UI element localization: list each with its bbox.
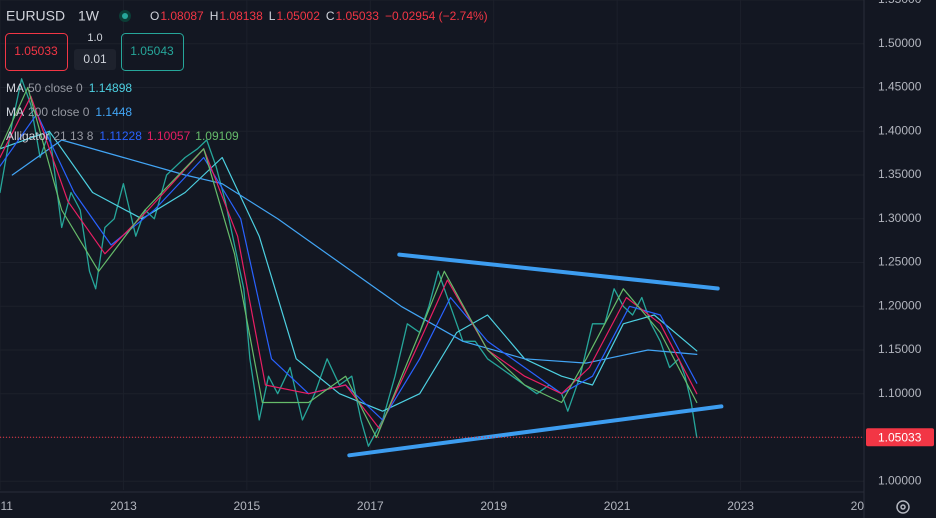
price-line <box>397 252 720 291</box>
ohlc-value: 1.08087 <box>160 9 204 23</box>
indicator-params: 200 close 0 <box>28 105 90 119</box>
y-tick-label: 1.40000 <box>878 123 922 137</box>
indicator-value: 1.11228 <box>99 129 142 143</box>
y-tick-label: 1.20000 <box>878 298 922 312</box>
settings-gear[interactable] <box>896 500 910 514</box>
price-line <box>347 404 724 458</box>
y-tick-label: 1.25000 <box>878 255 922 269</box>
y-tick-label: 1.00000 <box>878 473 922 487</box>
x-tick-label: 2015 <box>234 499 261 513</box>
settings-icon[interactable] <box>896 500 910 514</box>
last-price-label: 1.05033 <box>878 430 922 444</box>
quantity-box[interactable] <box>74 49 116 70</box>
symbol[interactable]: EURUSD <box>6 8 65 24</box>
indicator-value: 1.14898 <box>89 81 133 95</box>
indicator-name[interactable]: Alligator <box>6 129 49 143</box>
ohlc-value: 1.05033 <box>336 9 380 23</box>
symbol-header: EURUSD 1W O 1.08087 H 1.08138 L 1.05002 C 1.050… <box>6 8 488 24</box>
ohlc-value: 1.08138 <box>219 9 263 23</box>
indicator-name[interactable]: MA <box>6 81 24 95</box>
buy-button[interactable] <box>121 33 184 71</box>
spread-bottom[interactable]: 0.01 <box>83 52 107 66</box>
indicator-params: 21 13 8 <box>53 129 93 143</box>
price-line <box>0 78 698 447</box>
y-tick-label: 1.45000 <box>878 80 922 94</box>
x-tick-label: 2021 <box>604 499 631 513</box>
price-line <box>11 139 698 364</box>
ohlc-value: 1.05002 <box>276 9 320 23</box>
buy-price[interactable]: 1.05043 <box>130 44 174 58</box>
y-tick-label: 1.55000 <box>878 0 922 6</box>
sell-price[interactable]: 1.05033 <box>14 44 58 58</box>
ohlc-key: H <box>210 9 219 23</box>
spread-top: 1.0 <box>87 32 102 44</box>
change: −0.02954 (−2.74%) <box>385 9 488 23</box>
x-tick-label: 2019 <box>480 499 507 513</box>
x-tick-label: 2017 <box>357 499 384 513</box>
last-price-tag <box>866 428 934 447</box>
interval[interactable]: 1W <box>78 8 100 24</box>
y-tick-label: 1.10000 <box>878 386 922 400</box>
price-line <box>0 95 698 430</box>
y-tick-label: 1.30000 <box>878 211 922 225</box>
y-tick-label: 1.15000 <box>878 342 922 356</box>
y-tick-label: 1.35000 <box>878 167 922 181</box>
status-dot <box>122 13 128 19</box>
indicator-value: 1.10057 <box>147 129 191 143</box>
indicator-name[interactable]: MA <box>6 105 24 119</box>
price-line <box>0 130 698 412</box>
indicator-value: 1.1448 <box>95 105 132 119</box>
x-tick-label: 2013 <box>110 499 137 513</box>
x-tick-label: 2011 <box>0 499 13 513</box>
sell-button[interactable] <box>5 33 68 71</box>
price-line <box>0 113 698 421</box>
indicator-value: 1.09109 <box>195 129 239 143</box>
price-line <box>0 86 698 439</box>
settings-gear-hub[interactable] <box>900 504 906 510</box>
indicator-params: 50 close 0 <box>28 81 83 95</box>
ohlc-key: C <box>326 9 335 23</box>
y-tick-label: 1.50000 <box>878 36 922 50</box>
ohlc-key: L <box>269 9 276 23</box>
x-tick-label: 2023 <box>727 499 754 513</box>
ohlc-key: O <box>150 9 159 23</box>
